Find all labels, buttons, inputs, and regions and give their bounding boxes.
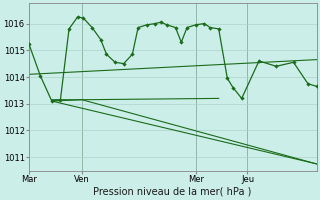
X-axis label: Pression niveau de la mer( hPa ): Pression niveau de la mer( hPa ) <box>93 187 252 197</box>
